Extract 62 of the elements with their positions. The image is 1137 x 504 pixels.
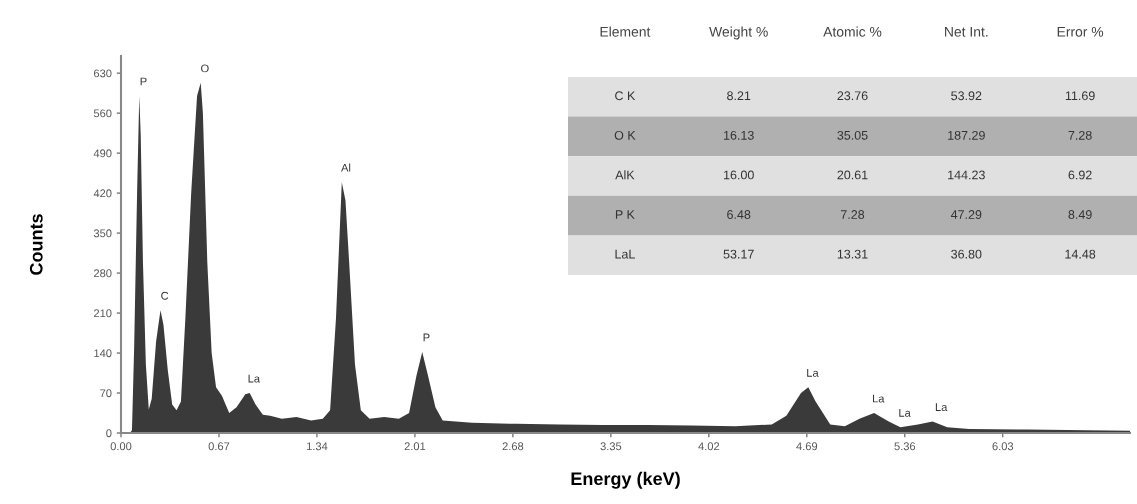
text: 7.28 (840, 210, 865, 219)
y-tick-label: 140 (94, 349, 112, 358)
text: 16.13 (724, 130, 754, 140)
text: 187.29 (948, 130, 985, 140)
text: 53.17 (723, 249, 754, 259)
x-tick-label: 4.02 (698, 442, 720, 451)
annotation: La (899, 409, 911, 417)
annotation: C (161, 291, 169, 300)
category-label: O K (614, 130, 636, 140)
text: 35.05 (837, 130, 868, 140)
text: 23.76 (837, 91, 868, 101)
y-tick-label: 490 (93, 149, 112, 158)
text: 14.48 (1065, 249, 1096, 259)
text: 36.80 (951, 249, 982, 259)
y-tick-label: 560 (93, 109, 112, 118)
annotation: Al (341, 163, 351, 172)
text: 11.69 (1065, 91, 1095, 101)
text: 8.49 (1068, 210, 1092, 219)
x-axis-title: Energy (keV) (571, 471, 680, 489)
annotation: P (140, 77, 147, 86)
annotation: La (872, 394, 885, 403)
x-tick-label: 5.36 (894, 442, 916, 451)
category-label: AlK (615, 170, 635, 180)
category-label: Element (600, 26, 651, 37)
y-tick-label: 420 (93, 189, 112, 198)
text: 6.92 (1068, 170, 1092, 180)
category-label: P K (615, 210, 635, 219)
category-label: Error % (1057, 26, 1104, 37)
x-tick-label: 2.01 (404, 442, 426, 451)
annotation: O (201, 64, 209, 73)
y-tick-label: 630 (94, 69, 112, 78)
y-tick-label: 280 (93, 269, 112, 278)
text: 13.31 (837, 249, 868, 259)
text: 6.48 (727, 210, 751, 219)
x-tick-label: 2.68 (502, 442, 524, 451)
x-tick-label: 4.69 (796, 442, 818, 451)
x-tick-label: 0.67 (208, 442, 230, 451)
text: 20.61 (837, 170, 868, 180)
y-tick-label: 350 (93, 229, 112, 238)
text: 16.00 (724, 170, 754, 180)
x-tick-label: 3.35 (600, 442, 622, 451)
y-tick-label: 70 (100, 389, 112, 398)
y-axis-title: Counts (29, 214, 43, 275)
text: 53.92 (951, 91, 982, 101)
category-label: LaL (615, 249, 635, 259)
annotation: La (807, 369, 819, 377)
x-tick-label: 1.34 (306, 442, 328, 451)
category-label: Atomic % (823, 26, 882, 37)
x-tick-label: 0.00 (110, 442, 132, 451)
text: 7.28 (1068, 130, 1092, 140)
text: 47.29 (950, 210, 982, 219)
annotation: P (423, 333, 430, 342)
category-label: Weight % (709, 26, 768, 40)
x-tick-label: 6.03 (992, 442, 1014, 451)
text: 144.23 (948, 170, 985, 180)
annotation: La (935, 403, 948, 412)
annotation: La (248, 374, 261, 383)
y-tick-label: 0 (106, 429, 112, 438)
y-tick-label: 210 (93, 309, 112, 318)
text: 8.21 (727, 91, 751, 101)
category-label: Net Int. (945, 27, 988, 37)
category-label: C K (615, 91, 636, 101)
